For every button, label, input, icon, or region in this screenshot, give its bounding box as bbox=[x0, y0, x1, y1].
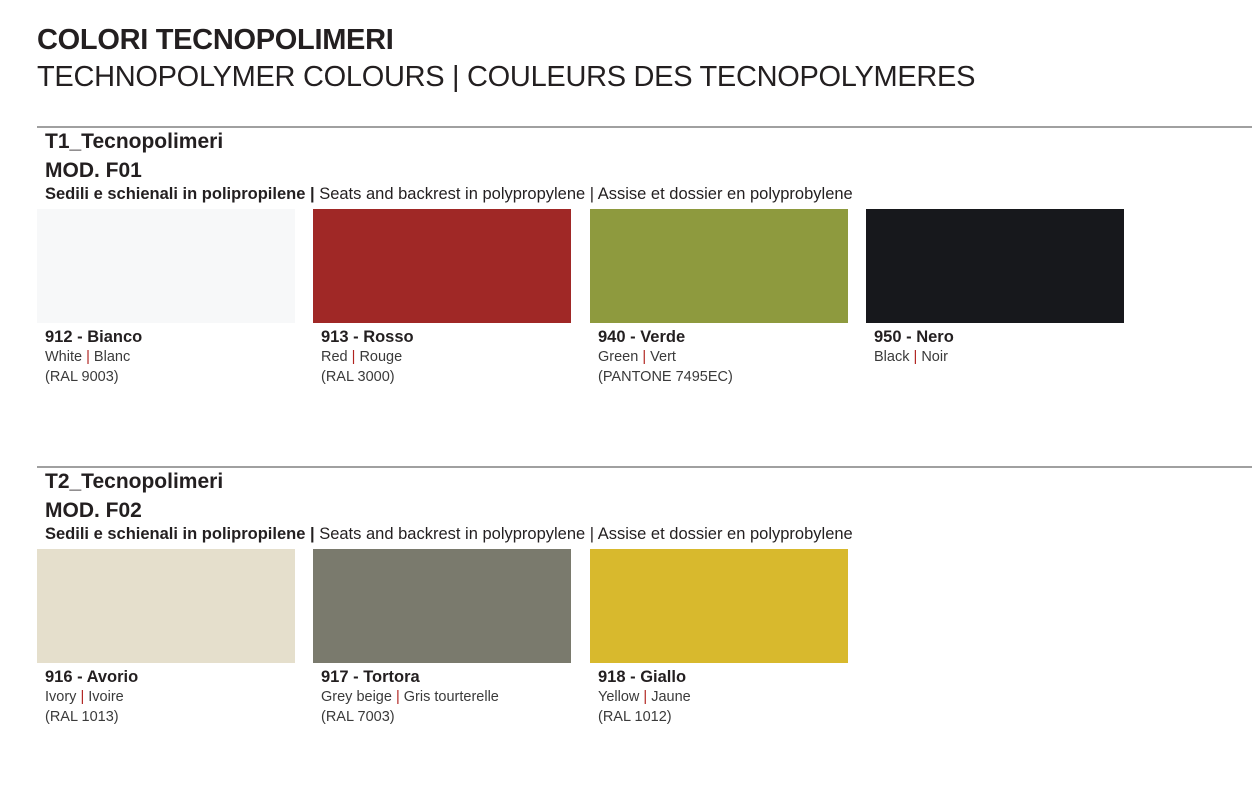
color-fr: Ivoire bbox=[88, 689, 124, 705]
divider bbox=[37, 126, 1252, 128]
color-name: 916 - Avorio bbox=[45, 668, 139, 686]
color-translation: White | Blanc bbox=[45, 349, 131, 365]
color-translation: Grey beige | Gris tourterelle bbox=[321, 689, 499, 705]
color-fr: Rouge bbox=[359, 349, 403, 365]
section-description: Sedili e schienali in polipropilene | Se… bbox=[45, 525, 853, 543]
color-name: 918 - Giallo bbox=[598, 668, 687, 686]
color-en: Green bbox=[598, 349, 639, 365]
section-heading: T1_Tecnopolimeri bbox=[45, 130, 224, 153]
color-name: 940 - Verde bbox=[598, 328, 686, 346]
color-fr: Noir bbox=[921, 349, 948, 365]
color-en: Red bbox=[321, 349, 348, 365]
color-section: T1_Tecnopolimeri MOD. F01 Sedili e schie… bbox=[0, 126, 1252, 456]
model-label: MOD. F02 bbox=[45, 499, 142, 522]
color-fr: Vert bbox=[650, 349, 676, 365]
color-swatch bbox=[313, 209, 571, 323]
color-swatch bbox=[590, 549, 848, 663]
color-fr: Gris tourterelle bbox=[403, 689, 499, 705]
desc-en: Seats and backrest in polypropylene bbox=[319, 525, 586, 543]
desc-fr: Assise et dossier en polyprobylene bbox=[597, 525, 853, 543]
desc-fr: Assise et dossier en polyprobylene bbox=[597, 185, 853, 203]
color-translation: Ivory | Ivoire bbox=[45, 689, 124, 705]
color-code: (RAL 9003) bbox=[45, 369, 119, 385]
desc-en: Seats and backrest in polypropylene bbox=[319, 185, 586, 203]
color-section: T2_Tecnopolimeri MOD. F02 Sedili e schie… bbox=[0, 466, 1252, 796]
color-translation: Red | Rouge bbox=[321, 349, 403, 365]
color-swatch bbox=[37, 549, 295, 663]
color-swatch bbox=[590, 209, 848, 323]
color-name: 950 - Nero bbox=[874, 328, 954, 346]
color-swatch bbox=[866, 209, 1124, 323]
color-fr: Jaune bbox=[651, 689, 691, 705]
divider bbox=[37, 466, 1252, 468]
section-heading: T2_Tecnopolimeri bbox=[45, 470, 224, 493]
color-translation: Black | Noir bbox=[874, 349, 948, 365]
desc-it: Sedili e schienali in polipropilene bbox=[45, 525, 306, 543]
color-en: Yellow bbox=[598, 689, 640, 705]
color-en: White bbox=[45, 349, 83, 365]
color-en: Black bbox=[874, 349, 910, 365]
color-translation: Green | Vert bbox=[598, 349, 676, 365]
color-code: (RAL 3000) bbox=[321, 369, 395, 385]
model-label: MOD. F01 bbox=[45, 159, 142, 182]
color-translation: Yellow | Jaune bbox=[598, 689, 691, 705]
desc-it: Sedili e schienali in polipropilene bbox=[45, 185, 306, 203]
color-name: 913 - Rosso bbox=[321, 328, 414, 346]
color-en: Grey beige bbox=[321, 689, 392, 705]
section-description: Sedili e schienali in polipropilene | Se… bbox=[45, 185, 853, 203]
color-code: (RAL 1013) bbox=[45, 709, 119, 725]
color-swatch bbox=[313, 549, 571, 663]
color-name: 917 - Tortora bbox=[321, 668, 420, 686]
color-swatch bbox=[37, 209, 295, 323]
page-subtitle: TECHNOPOLYMER COLOURS | COULEURS DES TEC… bbox=[37, 61, 976, 93]
color-code: (RAL 1012) bbox=[598, 709, 672, 725]
page-title: COLORI TECNOPOLIMERI bbox=[37, 24, 394, 56]
color-name: 912 - Bianco bbox=[45, 328, 143, 346]
color-code: (PANTONE 7495EC) bbox=[598, 369, 733, 385]
color-code: (RAL 7003) bbox=[321, 709, 395, 725]
color-en: Ivory bbox=[45, 689, 77, 705]
color-fr: Blanc bbox=[93, 349, 131, 365]
